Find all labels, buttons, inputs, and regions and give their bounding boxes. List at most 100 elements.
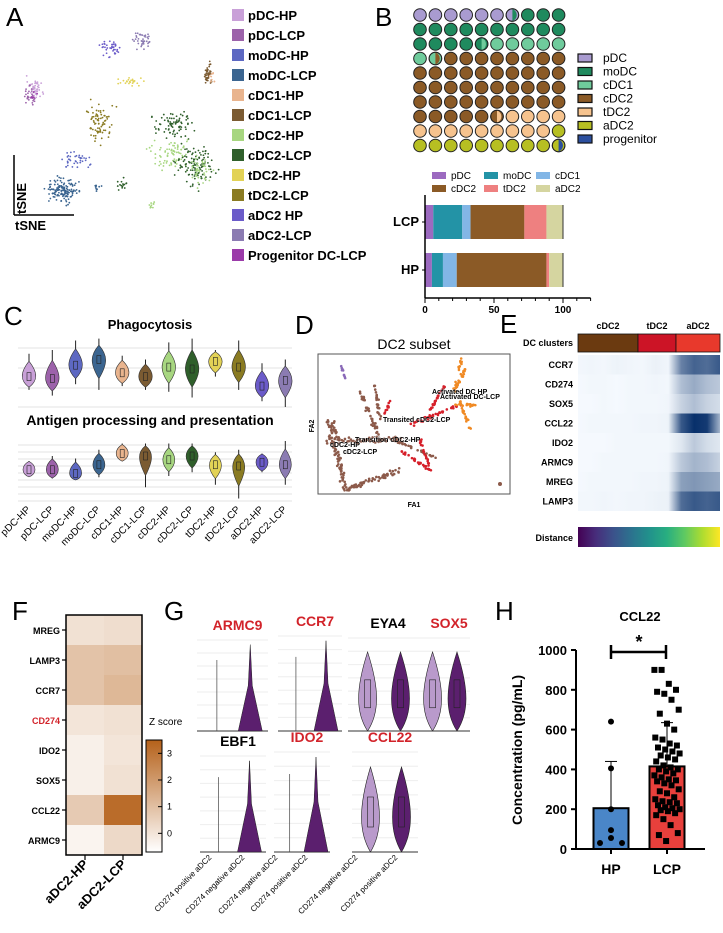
- tsne-point: [203, 172, 206, 175]
- tsne-point: [133, 40, 136, 42]
- gene-heat-row: [578, 374, 720, 394]
- tsne-point: [134, 32, 137, 35]
- waffle-legend-swatch: [577, 120, 593, 131]
- violin-panel-title: Phagocytosis: [108, 317, 193, 332]
- panel-g-violins: ARMC9 CCR7 EYA4 SOX5 EBF1 IDO2 CCL22 CD274 posi…: [153, 613, 470, 916]
- heatmap-frame: [65, 614, 143, 856]
- tsne-point: [94, 134, 97, 137]
- tsne-point: [103, 123, 106, 125]
- tsne-point: [114, 48, 116, 51]
- tsne-point: [204, 152, 207, 155]
- dc2-point: [355, 485, 359, 489]
- dc2-point: [325, 420, 329, 424]
- data-point: [655, 832, 662, 839]
- gene-title: EBF1: [220, 733, 256, 749]
- tsne-point: [198, 151, 201, 154]
- tsne-point: [178, 117, 181, 120]
- tsne-point: [94, 137, 97, 140]
- dc2-point: [387, 406, 390, 409]
- tsne-point: [186, 169, 189, 172]
- tsne-point: [198, 156, 201, 159]
- tsne-point: [165, 162, 168, 164]
- tsne-point: [176, 132, 179, 135]
- panel-c-violins: Phagocytosis Antigen processing and prese…: [0, 317, 293, 548]
- tsne-point: [182, 146, 185, 149]
- bar-segment: [470, 205, 525, 239]
- legend-label: tDC2-LCP: [248, 188, 309, 203]
- waffle-cell: [428, 124, 443, 138]
- dc2-point: [394, 468, 397, 472]
- heat-cell: [66, 615, 104, 645]
- dc2-point: [413, 458, 416, 461]
- tsne-point: [98, 127, 101, 130]
- gene-label: CD274: [545, 380, 573, 390]
- tsne-point: [202, 164, 205, 167]
- dc2-annotation: cDC2-LCP: [343, 449, 378, 456]
- dc2-point: [383, 474, 387, 477]
- tsne-point: [97, 119, 100, 122]
- tsne-point: [204, 159, 206, 161]
- data-point: [666, 740, 673, 747]
- tsne-point: [111, 104, 114, 107]
- tsne-point: [205, 76, 207, 79]
- tsne-point: [162, 113, 165, 116]
- tsne-point: [179, 128, 182, 131]
- panel-f-zscore-heatmap: MREGLAMP3CCR7CD274IDO2SOX5CCL22ARMC9aDC2…: [28, 614, 183, 912]
- waffle-legend-swatch: [577, 53, 593, 63]
- waffle-cell: [521, 109, 535, 124]
- dc2-point: [464, 416, 468, 420]
- violin: [423, 650, 442, 732]
- dc2-point: [377, 440, 380, 444]
- data-point: [665, 776, 672, 783]
- waffle-cell: [505, 51, 520, 66]
- tsne-point: [37, 84, 40, 86]
- tsne-x-label: tSNE: [15, 218, 46, 233]
- tsne-point: [185, 115, 188, 118]
- tsne-point: [144, 34, 147, 37]
- x-tick-label: CD274 negative aDC2: [183, 853, 246, 916]
- tsne-point: [60, 199, 63, 202]
- tsne-point: [184, 170, 187, 173]
- tsne-point: [26, 81, 29, 83]
- tsne-point: [201, 173, 204, 176]
- dc2-point: [370, 419, 374, 423]
- tsne-point: [130, 79, 132, 82]
- waffle-cell: [536, 80, 551, 95]
- tsne-point: [176, 144, 179, 146]
- tsne-point: [172, 153, 175, 155]
- data-point: [668, 782, 675, 789]
- tsne-point: [69, 155, 72, 158]
- data-point: [660, 762, 667, 769]
- dc2-point: [430, 406, 433, 410]
- violin: [162, 447, 176, 473]
- tsne-point: [174, 165, 177, 168]
- tsne-point: [173, 129, 175, 132]
- tsne-point: [123, 183, 126, 186]
- violin: [45, 359, 60, 392]
- tsne-point: [36, 88, 39, 90]
- tsne-point: [154, 157, 157, 159]
- tsne-point: [205, 170, 208, 173]
- tsne-point: [190, 157, 193, 160]
- tsne-point: [122, 183, 124, 185]
- dc2-point: [427, 468, 431, 471]
- dc2-point: [376, 405, 379, 409]
- data-point: [667, 764, 674, 771]
- data-point: [671, 726, 678, 733]
- tsne-point: [60, 181, 63, 184]
- tsne-point: [59, 179, 62, 182]
- dc2-point: [379, 414, 383, 418]
- violin: [358, 650, 377, 732]
- tsne-point: [180, 135, 183, 138]
- gene-title: SOX5: [430, 615, 468, 631]
- tsne-point: [95, 109, 98, 112]
- waffle-cell: [490, 51, 504, 66]
- tsne-point: [79, 161, 82, 164]
- waffle-legend-label: moDC: [603, 65, 637, 79]
- tsne-point: [32, 90, 35, 93]
- heat-cell: [104, 705, 142, 735]
- data-point: [669, 805, 676, 812]
- heat-cell: [66, 705, 104, 735]
